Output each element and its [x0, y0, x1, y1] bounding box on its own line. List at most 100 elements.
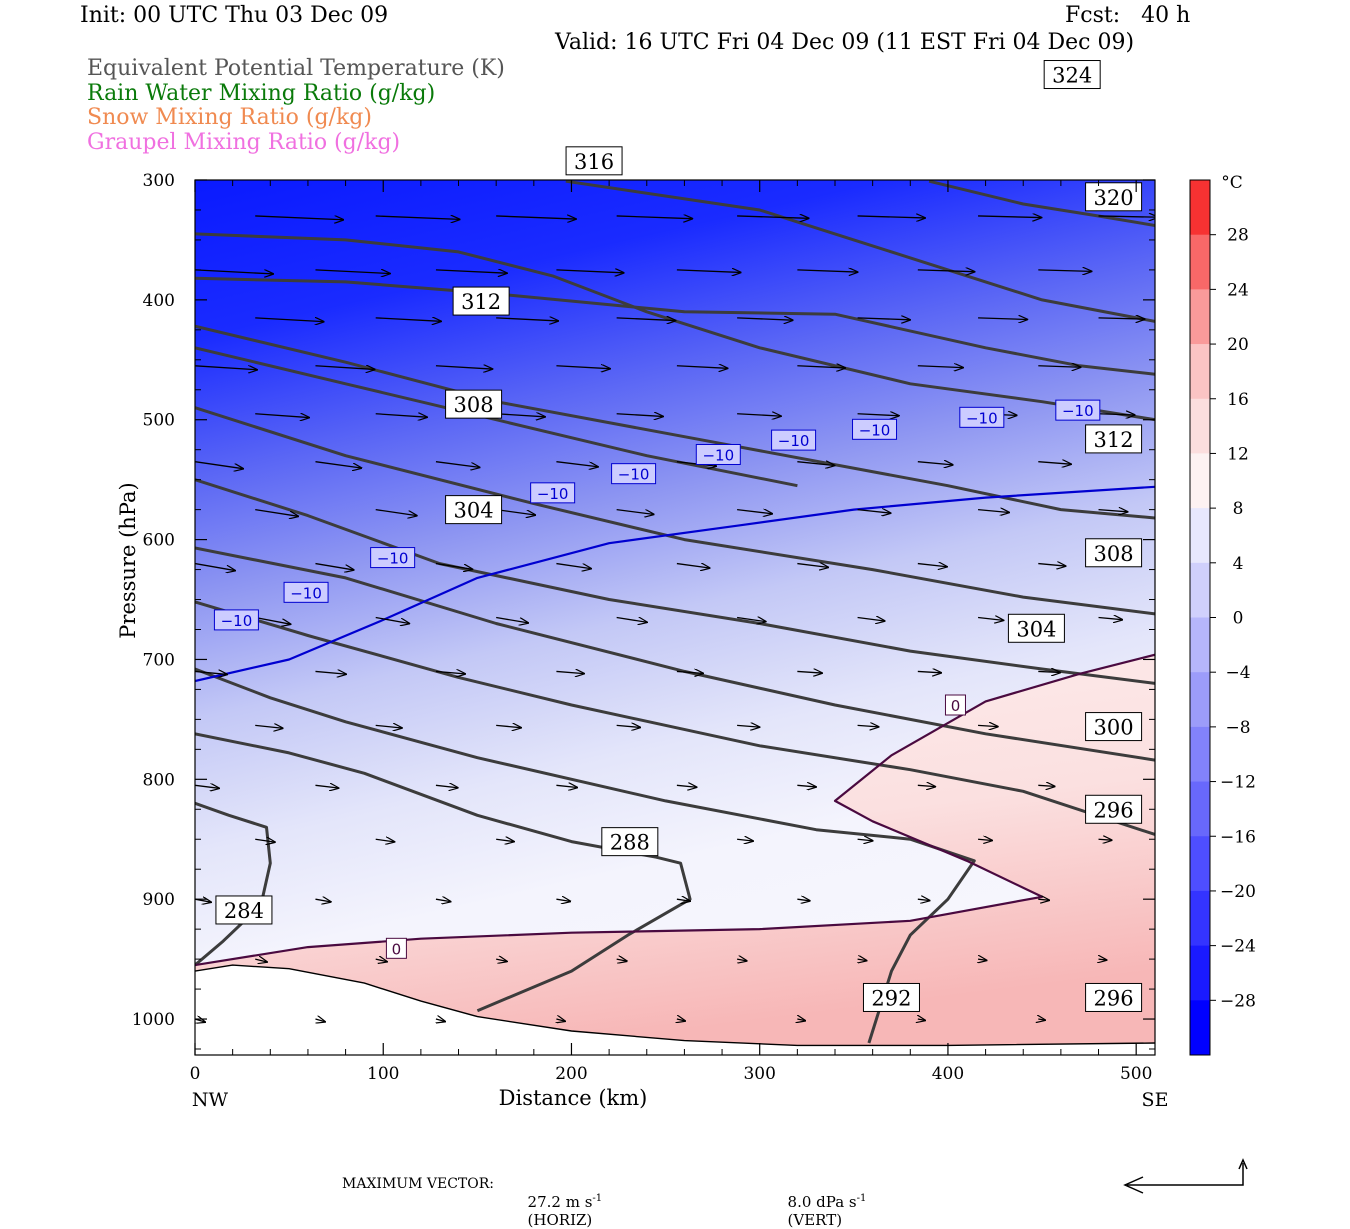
wind-vector [195, 671, 227, 674]
temp-label: −10 [377, 550, 409, 568]
wind-vector [737, 414, 781, 416]
temp-label: −10 [618, 466, 650, 484]
wind-vector [857, 725, 879, 726]
colorbar-tick-label: 28 [1227, 226, 1249, 246]
contour-label-308: 308 [1094, 542, 1134, 566]
wind-vector [616, 959, 627, 961]
wind-vector [917, 270, 975, 272]
contour-label-box [452, 286, 510, 316]
field-legend-2: Snow Mixing Ratio (g/kg) [87, 105, 372, 130]
theta-e-contour-324 [928, 180, 1155, 227]
wind-vector [496, 414, 545, 417]
wind-vector [1038, 564, 1065, 567]
contour-label-316: 316 [574, 150, 614, 174]
wind-vector [978, 318, 1027, 320]
contour-label-296: 296 [1094, 986, 1134, 1010]
wind-vector [1098, 618, 1123, 620]
reference-vector-icon [1123, 1158, 1248, 1194]
horiz-exponent: -1 [592, 1193, 603, 1204]
wind-vector [676, 366, 728, 369]
wind-vector [737, 725, 759, 727]
x-tick-label: 300 [743, 1064, 775, 1084]
temp-label-box [213, 609, 259, 631]
temp-label-box [385, 937, 407, 959]
contour-label-292: 292 [871, 986, 911, 1010]
wind-vector [1038, 462, 1071, 465]
wind-vector [797, 899, 809, 901]
forecast-hour: Fcst: 40 h [1065, 3, 1191, 28]
wind-vector [858, 959, 867, 960]
wind-vector [677, 1019, 685, 1021]
contour-label-box [1085, 712, 1143, 742]
temp-label: 0 [951, 697, 961, 715]
wind-vector [857, 618, 885, 621]
theta-e-contour-312 [195, 346, 798, 488]
theta-e-contour-304 [195, 478, 1155, 685]
terrain-outline [195, 964, 1155, 1047]
temp-label-box [611, 463, 657, 485]
wind-vector [1098, 414, 1135, 415]
wind-vector [978, 725, 998, 726]
temp-label: −10 [966, 409, 998, 427]
contour-label-324: 324 [1052, 64, 1092, 88]
y-tick-label: 400 [143, 291, 175, 311]
contour-label-box [565, 146, 623, 176]
wind-vector [737, 318, 793, 320]
wind-vector [676, 270, 741, 273]
contour-label-304: 304 [1016, 617, 1056, 641]
temperature-contour--10 [195, 485, 1155, 683]
colorbar-tick-label: 4 [1233, 554, 1244, 574]
colorbar-segment [1190, 398, 1210, 454]
colorbar-segment [1190, 836, 1210, 892]
contour-label-300: 300 [1094, 716, 1134, 740]
contour-label-308: 308 [454, 393, 494, 417]
contour-label-box [215, 895, 273, 925]
y-tick-label: 700 [143, 650, 175, 670]
colorbar-segment [1190, 781, 1210, 837]
wind-vector [978, 216, 1041, 218]
wind-vector [978, 959, 986, 960]
wind-vector [556, 1019, 565, 1021]
wind-vector [556, 562, 591, 569]
temp-label-box [771, 429, 817, 451]
wind-vector [435, 671, 465, 673]
wind-vector [255, 508, 298, 517]
contour-label-box [1085, 982, 1143, 1012]
wind-vector [676, 785, 697, 787]
temp-label: −10 [290, 584, 322, 602]
field-legend-0: Equivalent Potential Temperature (K) [87, 56, 505, 81]
temp-label-box [370, 547, 416, 569]
wind-vector [375, 414, 427, 417]
x-tick-label: 500 [1120, 1064, 1152, 1084]
wind-vector [1038, 1019, 1045, 1020]
vert-unit: (VERT) [787, 1211, 843, 1229]
valid-time: Valid: 16 UTC Fri 04 Dec 09 (11 EST Fri … [555, 30, 1135, 55]
wind-vector [195, 461, 243, 469]
wind-vector [737, 839, 753, 841]
wind-vector [435, 562, 472, 570]
temp-label: −10 [702, 446, 734, 464]
wind-vector [1038, 899, 1049, 900]
contour-label-box [445, 389, 503, 419]
colorbar-tick-label: −4 [1225, 663, 1250, 683]
colorbar-segment [1190, 1000, 1210, 1056]
colorbar-tick-label: 0 [1233, 609, 1244, 629]
wind-vector [375, 839, 395, 842]
wind-vector [737, 510, 772, 514]
contour-label-box [1085, 424, 1143, 454]
colorbar-segment [1190, 234, 1210, 290]
temp-label: −10 [1062, 402, 1094, 420]
wind-vector [435, 899, 451, 901]
wind-vector [375, 216, 460, 219]
wind-vector [255, 215, 343, 220]
x-tick-label: 100 [367, 1064, 399, 1084]
wind-vector [1098, 839, 1112, 840]
wind-vector [496, 318, 558, 321]
plot-frame [194, 179, 1156, 1056]
colorbar-tick-label: 20 [1227, 335, 1249, 355]
temp-label-box [959, 406, 1005, 428]
wind-vector [496, 725, 521, 727]
wind-vector [797, 671, 822, 673]
wind-vector [737, 618, 766, 622]
temp-label-box [944, 694, 966, 716]
